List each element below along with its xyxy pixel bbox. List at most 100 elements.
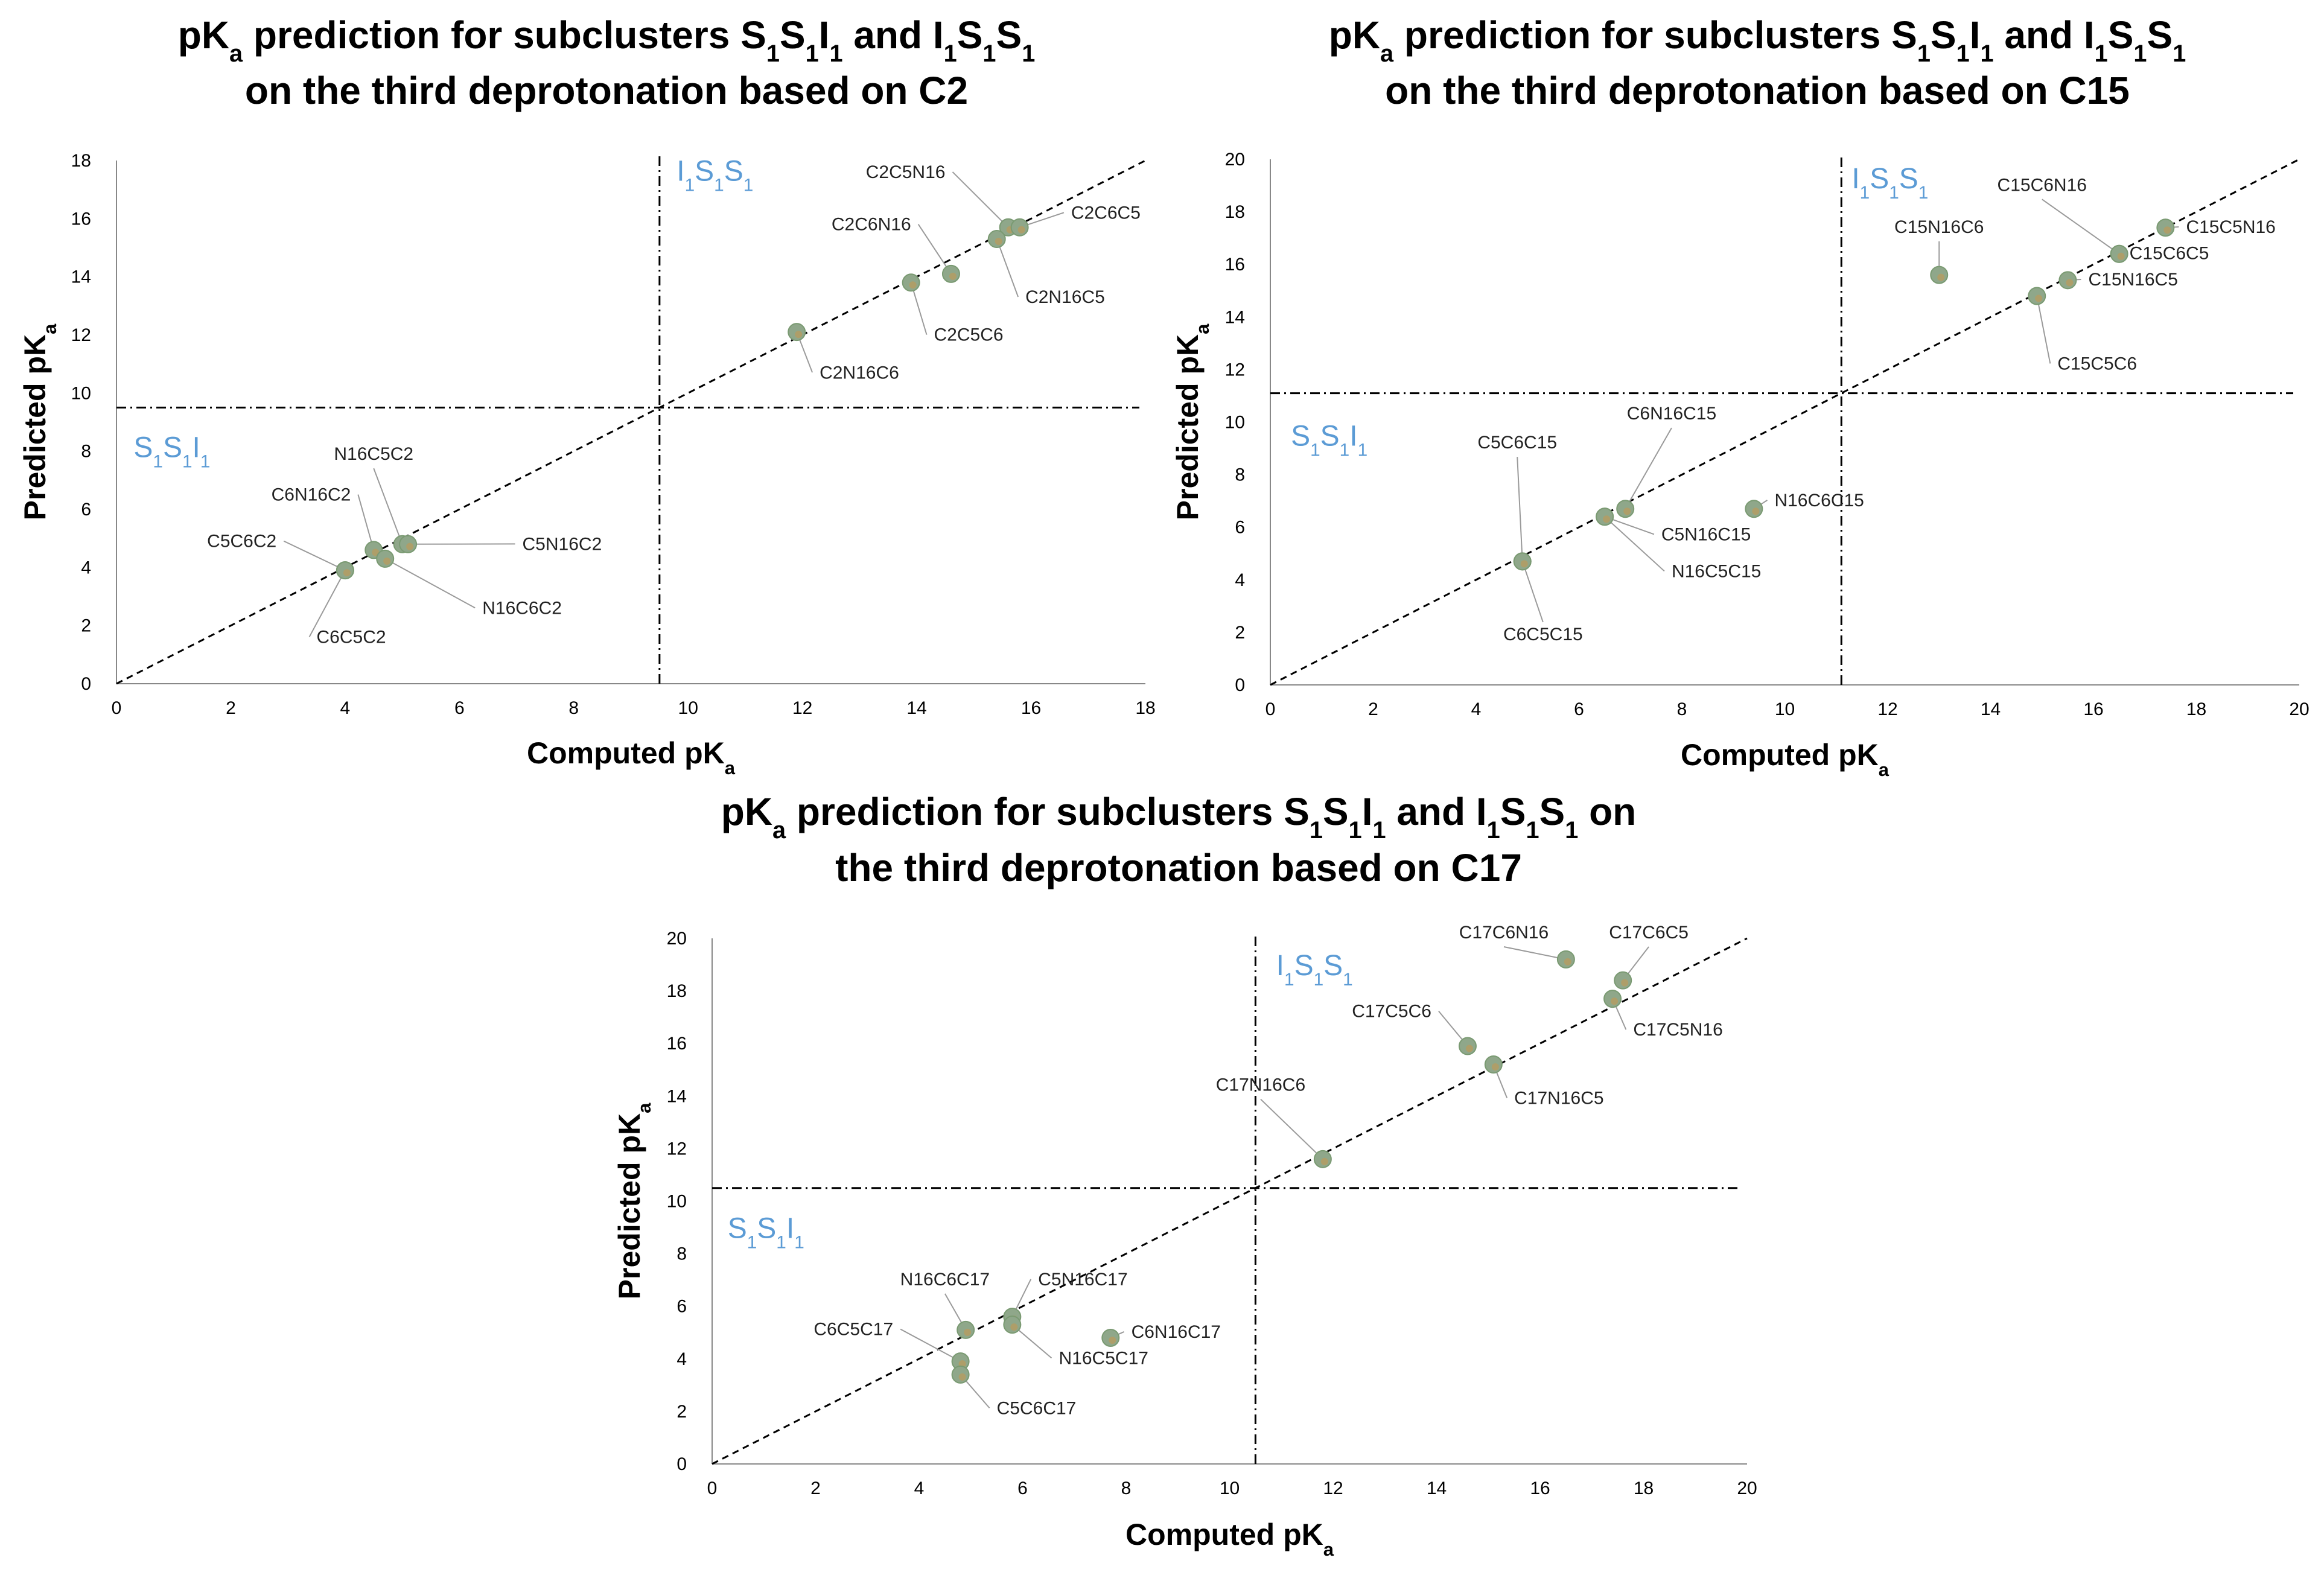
data-point xyxy=(902,273,920,292)
y-tick-label: 8 xyxy=(677,1244,687,1264)
y-tick-label: 6 xyxy=(677,1297,687,1317)
point-label: C15C6C5 xyxy=(2130,243,2209,263)
data-point xyxy=(1003,1316,1022,1334)
data-point xyxy=(1513,552,1532,571)
point-label: C5N16C15 xyxy=(1661,524,1751,544)
y-tick-label: 16 xyxy=(1225,255,1245,275)
point-label: C15C6N16 xyxy=(1998,175,2087,195)
leader-line xyxy=(1517,457,1523,562)
data-point xyxy=(2028,287,2046,305)
leader-line xyxy=(1604,516,1665,572)
x-tick-label: 16 xyxy=(2083,699,2103,719)
point-label: C17C6N16 xyxy=(1459,923,1549,943)
point-label: C6C5C15 xyxy=(1503,625,1583,644)
data-point xyxy=(2110,244,2128,263)
data-point xyxy=(1930,266,1949,284)
leader-line xyxy=(308,570,346,638)
y-tick-label: 10 xyxy=(667,1192,687,1212)
data-point xyxy=(1313,1150,1332,1168)
y-tick-label: 12 xyxy=(71,325,91,345)
data-point xyxy=(941,264,960,283)
point-label: C5C6C15 xyxy=(1477,433,1557,453)
x-tick-label: 18 xyxy=(1634,1478,1654,1498)
x-tick-label: 14 xyxy=(1427,1478,1447,1498)
point-label: C15C5C6 xyxy=(2057,354,2137,374)
x-tick-label: 12 xyxy=(1877,699,1897,719)
data-point xyxy=(957,1320,975,1339)
y-tick-label: 2 xyxy=(81,616,91,636)
data-point xyxy=(2156,218,2175,237)
x-tick-label: 8 xyxy=(1121,1478,1132,1498)
leader-line xyxy=(384,558,476,609)
data-point-overlap xyxy=(406,542,414,550)
y-tick-label: 20 xyxy=(667,929,687,949)
point-label: C6N16C17 xyxy=(1132,1322,1221,1342)
data-point-overlap xyxy=(2163,226,2171,234)
point-label: C6N16C15 xyxy=(1627,404,1716,424)
y-tick-label: 16 xyxy=(71,209,91,229)
y-tick-label: 14 xyxy=(667,1086,687,1106)
data-point xyxy=(1616,500,1635,518)
point-label: N16C6C2 xyxy=(482,598,562,618)
data-point-overlap xyxy=(1465,1045,1473,1052)
leader-line xyxy=(1521,561,1544,623)
x-tick-label: 0 xyxy=(112,698,122,718)
x-tick-label: 6 xyxy=(1574,699,1584,719)
chart-title-line1: pKa prediction for subclusters S1S1I1 an… xyxy=(178,13,1036,67)
point-label: N16C6C15 xyxy=(1774,491,1864,511)
x-axis-label: Computed pKa xyxy=(1125,1518,1334,1560)
point-label: C6C5C17 xyxy=(813,1320,893,1340)
data-point xyxy=(1603,990,1622,1008)
leader-line xyxy=(1260,1098,1323,1160)
y-tick-label: 6 xyxy=(81,500,91,520)
point-label: C2N16C6 xyxy=(820,363,899,383)
data-point-overlap xyxy=(1109,1336,1116,1344)
x-tick-label: 12 xyxy=(1323,1478,1343,1498)
x-tick-label: 4 xyxy=(340,698,351,718)
data-point-overlap xyxy=(343,569,351,577)
point-label: C2N16C5 xyxy=(1025,287,1105,307)
y-tick-label: 14 xyxy=(1225,307,1245,327)
point-label: C15N16C6 xyxy=(1894,217,1984,237)
x-axis-label: Computed pKa xyxy=(1681,738,1889,780)
data-point-overlap xyxy=(1564,958,1571,966)
data-point xyxy=(336,561,354,580)
leader-line xyxy=(996,238,1019,297)
point-label: C5N16C2 xyxy=(523,534,602,554)
quadrant-label-I1S1S1: I1S1S1 xyxy=(677,156,753,196)
leader-line xyxy=(910,282,928,335)
data-point xyxy=(1484,1055,1503,1074)
y-tick-label: 0 xyxy=(1235,675,1245,695)
y-tick-label: 4 xyxy=(1235,570,1245,590)
data-point xyxy=(376,549,395,568)
data-point xyxy=(1614,971,1632,990)
x-tick-label: 10 xyxy=(678,698,698,718)
x-tick-label: 6 xyxy=(1017,1478,1028,1498)
point-label: C5C6C2 xyxy=(207,532,276,552)
identity-trendline xyxy=(116,159,1146,685)
leader-line xyxy=(2042,199,2120,255)
data-point xyxy=(1010,218,1029,237)
identity-trendline xyxy=(1270,158,2300,686)
point-label: C2C6N16 xyxy=(832,215,911,235)
point-label: C5C6C17 xyxy=(997,1398,1077,1418)
x-tick-label: 14 xyxy=(906,698,926,718)
point-label: N16C5C2 xyxy=(334,444,413,464)
data-point xyxy=(1556,950,1575,969)
y-axis-label: Predicted pKa xyxy=(613,1102,655,1299)
x-tick-label: 4 xyxy=(914,1478,925,1498)
data-point-overlap xyxy=(1017,226,1025,234)
data-point-overlap xyxy=(909,281,917,289)
y-tick-label: 10 xyxy=(1225,413,1245,433)
data-point xyxy=(1745,500,1763,518)
leader-line xyxy=(1503,946,1567,960)
point-label: N16C6C17 xyxy=(900,1270,990,1290)
point-label: C6N16C2 xyxy=(272,485,351,505)
data-point-overlap xyxy=(1010,1323,1018,1331)
x-tick-label: 16 xyxy=(1530,1478,1550,1498)
point-label: C5N16C17 xyxy=(1038,1270,1127,1290)
y-axis-label: Predicted pKa xyxy=(1171,323,1213,520)
data-point-overlap xyxy=(795,331,803,339)
point-label: C17C5N16 xyxy=(1633,1020,1722,1040)
